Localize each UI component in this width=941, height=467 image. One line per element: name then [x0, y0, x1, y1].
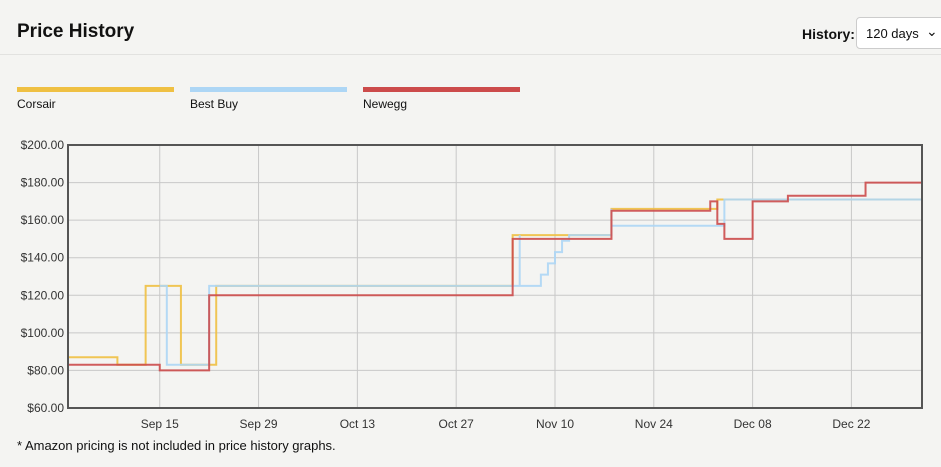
y-tick-label: $160.00 — [21, 213, 65, 227]
series-line-best-buy — [159, 198, 922, 366]
x-tick-label: Nov 24 — [635, 417, 673, 431]
footnote: * Amazon pricing is not included in pric… — [17, 438, 336, 453]
x-tick-label: Sep 15 — [141, 417, 179, 431]
x-tick-label: Nov 10 — [536, 417, 574, 431]
x-tick-label: Oct 13 — [340, 417, 376, 431]
legend-best-buy[interactable]: Best Buy — [190, 87, 347, 111]
series-line-newegg — [68, 181, 922, 372]
y-tick-label: $200.00 — [21, 138, 65, 152]
legend-label: Corsair — [17, 97, 56, 111]
history-label: History: — [802, 26, 855, 42]
legend-swatch — [17, 87, 174, 92]
y-tick-label: $140.00 — [21, 251, 65, 265]
x-tick-label: Dec 22 — [832, 417, 870, 431]
x-tick-label: Oct 27 — [439, 417, 475, 431]
y-tick-label: $60.00 — [27, 401, 64, 415]
x-tick-label: Dec 08 — [734, 417, 772, 431]
y-tick-label: $180.00 — [21, 176, 65, 190]
x-tick-label: Sep 29 — [240, 417, 278, 431]
header-divider — [0, 54, 941, 55]
legend-swatch — [190, 87, 347, 92]
plot-frame — [67, 144, 923, 409]
legend-newegg[interactable]: Newegg — [363, 87, 520, 111]
y-tick-label: $100.00 — [21, 326, 65, 340]
y-tick-label: $80.00 — [27, 363, 64, 377]
series-line-corsair — [68, 198, 922, 366]
legend-label: Newegg — [363, 97, 408, 111]
history-value: 120 days — [866, 26, 919, 41]
y-tick-label: $120.00 — [21, 288, 65, 302]
chevron-down-icon: ⌄ — [926, 23, 938, 39]
legend-label: Best Buy — [190, 97, 239, 111]
legend-corsair[interactable]: Corsair — [17, 87, 174, 111]
history-select[interactable]: 120 days ⌄ — [856, 17, 941, 49]
page-title: Price History — [17, 21, 135, 42]
legend-swatch — [363, 87, 520, 92]
